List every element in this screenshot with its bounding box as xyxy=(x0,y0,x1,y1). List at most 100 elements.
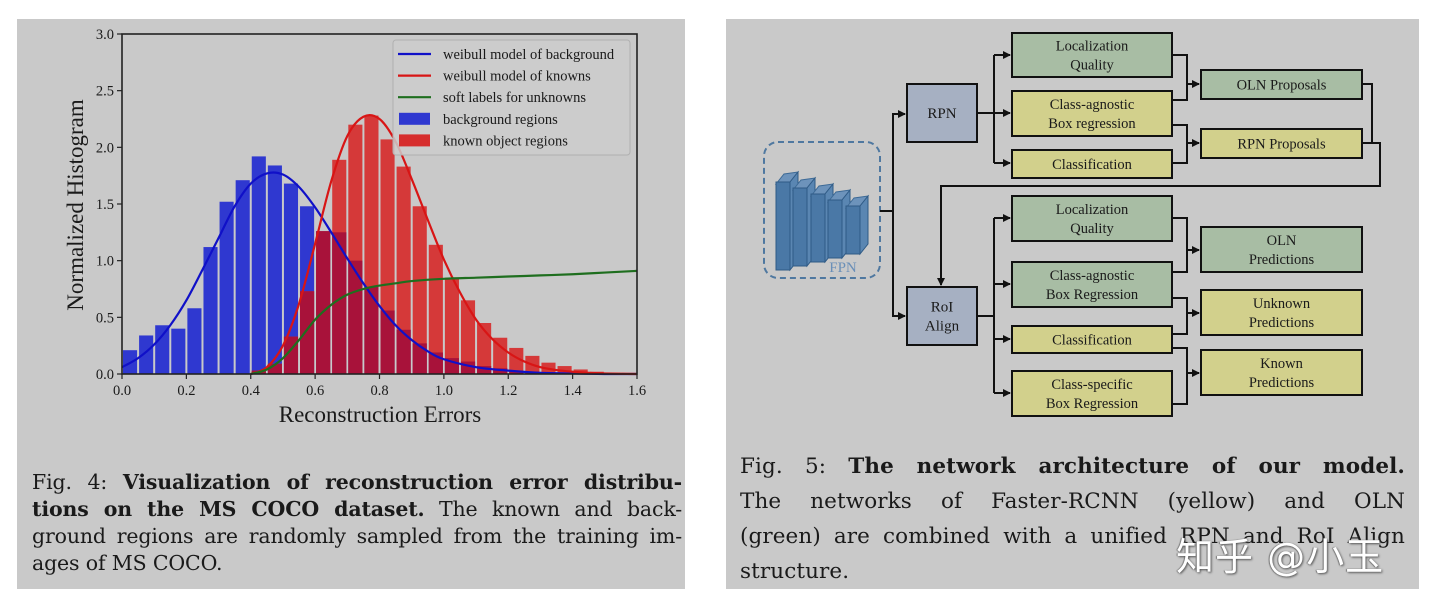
box-label: OLN xyxy=(1267,233,1297,249)
bar-overlap xyxy=(348,260,363,374)
bar-overlap xyxy=(380,310,395,374)
box-label: Box Regression xyxy=(1046,287,1139,303)
fpn-layer-icon xyxy=(810,193,826,263)
bar-overlap xyxy=(267,363,282,374)
bar-background xyxy=(139,335,154,374)
box-label: RoI xyxy=(931,300,954,316)
caption-line: tions on the MS COCO dataset. The known … xyxy=(32,496,682,523)
roi-head-class-agnostic-box-regression: Class-agnostic Box Regression xyxy=(1011,261,1173,308)
fpn-layer-icon xyxy=(845,205,861,255)
caption-text: ages of MS COCO. xyxy=(32,551,223,575)
weibull-model-of-background-curve xyxy=(121,171,638,376)
y-tick-label: 1.5 xyxy=(96,197,114,213)
caption-text: The networks of Faster-RCNN (yellow) and… xyxy=(740,489,1405,514)
connector-arrow xyxy=(1172,217,1188,273)
fpn-label: FPN xyxy=(829,260,857,276)
box-label: Class-specific xyxy=(1051,377,1132,393)
connector-arrow xyxy=(937,142,1381,286)
box-label: OLN Proposals xyxy=(1237,78,1327,94)
connector-arrow xyxy=(1172,54,1188,101)
bar-known xyxy=(412,206,427,374)
fpn-layer-icon xyxy=(827,199,843,259)
caption-line: Fig. 4: Visualization of reconstruction … xyxy=(32,469,682,496)
connector-arrow xyxy=(892,211,906,320)
bar-overlap xyxy=(396,329,411,374)
x-tick-label: 1.2 xyxy=(499,383,517,399)
chart-legend: weibull model of background weibull model… xyxy=(392,39,631,156)
x-tick-label: 0.4 xyxy=(242,383,261,399)
legend-box xyxy=(392,39,631,156)
box-label: Unknown xyxy=(1253,296,1311,312)
caption-line: (green) are combined with a unified RPN … xyxy=(740,519,1405,554)
box-label: Known xyxy=(1260,356,1303,372)
caption-line: Fig. 5: The network architecture of our … xyxy=(740,449,1405,484)
roi-output-unknown-predictions: Unknown Predictions xyxy=(1200,289,1363,336)
caption-title: tions on the MS COCO dataset. xyxy=(32,497,425,521)
box-label: Class-agnostic xyxy=(1050,268,1135,284)
rpn-head-localization-quality: Localization Quality xyxy=(1011,32,1173,78)
watermark: 知乎 @小玉 xyxy=(1176,535,1385,579)
bar-overlap xyxy=(493,368,508,374)
box-label: Predictions xyxy=(1249,315,1315,331)
bar-background xyxy=(203,247,218,374)
legend-patch-swatch xyxy=(399,112,430,125)
bar-background xyxy=(171,328,186,374)
roi-head-class-specific-box-regression: Class-specific Box Regression xyxy=(1011,370,1173,417)
caption-text: The known and back- xyxy=(424,497,683,521)
box-label: Box Regression xyxy=(1046,396,1139,412)
connector-arrow xyxy=(1362,83,1373,143)
bar-known xyxy=(428,244,443,374)
bar-background xyxy=(187,308,202,374)
caption-line: ground regions are randomly sampled from… xyxy=(32,523,682,550)
y-tick-label: 3.0 xyxy=(96,27,114,43)
box-label: RPN Proposals xyxy=(1237,137,1326,153)
box-label: Localization xyxy=(1056,202,1129,218)
caption-text: structure. xyxy=(740,559,850,584)
overlap-bars xyxy=(251,231,572,374)
model-curves xyxy=(121,114,638,376)
bar-background xyxy=(235,180,250,374)
legend-label: weibull model of knowns xyxy=(443,69,591,85)
legend-label: weibull model of background xyxy=(443,47,615,63)
connector-arrow xyxy=(1172,347,1188,405)
connector-arrow xyxy=(1172,124,1188,164)
x-tick-label: 1.6 xyxy=(628,383,646,399)
rpn-output-rpn-proposals: RPN Proposals xyxy=(1200,128,1363,159)
roi-align-box: RoI Align xyxy=(906,286,978,346)
x-tick-label: 1.4 xyxy=(564,383,583,399)
bar-background xyxy=(219,201,234,374)
rpn-head-class-agnostic-box-regression: Class-agnostic Box regression xyxy=(1011,90,1173,137)
roi-output-oln-predictions: OLN Predictions xyxy=(1200,226,1363,273)
bar-overlap xyxy=(332,232,347,374)
x-tick-label: 0.2 xyxy=(177,383,195,399)
x-tick-label: 1.0 xyxy=(435,383,453,399)
roi-head-classification: Classification xyxy=(1011,325,1173,354)
caption-title: The network architecture of our model. xyxy=(848,454,1405,479)
x-tick-label: 0.6 xyxy=(306,383,324,399)
caption-line: structure. xyxy=(740,554,1405,589)
weibull-model-of-knowns-curve xyxy=(250,114,638,376)
fpn-layer-icon xyxy=(775,181,791,271)
chart-axes: 0.0 0.2 0.4 0.6 0.8 1.0 1.2 1.4 1.6 0.0 0.5 1.0 1.5 2… xyxy=(96,27,646,399)
bar-overlap xyxy=(316,231,331,374)
figure-label: Fig. 4: xyxy=(32,470,123,494)
bar-background xyxy=(155,325,170,374)
legend-label: background regions xyxy=(443,112,558,128)
box-label: Box regression xyxy=(1048,116,1136,132)
caption-line: The networks of Faster-RCNN (yellow) and… xyxy=(740,484,1405,519)
bar-overlap xyxy=(300,291,315,374)
roi-head-localization-quality: Localization Quality xyxy=(1011,195,1173,242)
legend-label: soft labels for unknowns xyxy=(443,90,586,106)
soft-labels-for-unknowns-curve xyxy=(250,269,638,376)
caption-text: (green) are combined with a unified RPN … xyxy=(740,524,1405,549)
bar-overlap xyxy=(412,343,427,374)
y-tick-label: 2.5 xyxy=(96,84,114,100)
bar-background xyxy=(283,183,299,374)
legend-patch-swatch xyxy=(399,134,430,147)
box-label: Predictions xyxy=(1249,375,1315,391)
x-axis-label: Reconstruction Errors xyxy=(279,402,482,427)
box-label: Classification xyxy=(1052,157,1132,173)
bar-known xyxy=(493,337,508,374)
box-label: Quality xyxy=(1070,221,1114,237)
